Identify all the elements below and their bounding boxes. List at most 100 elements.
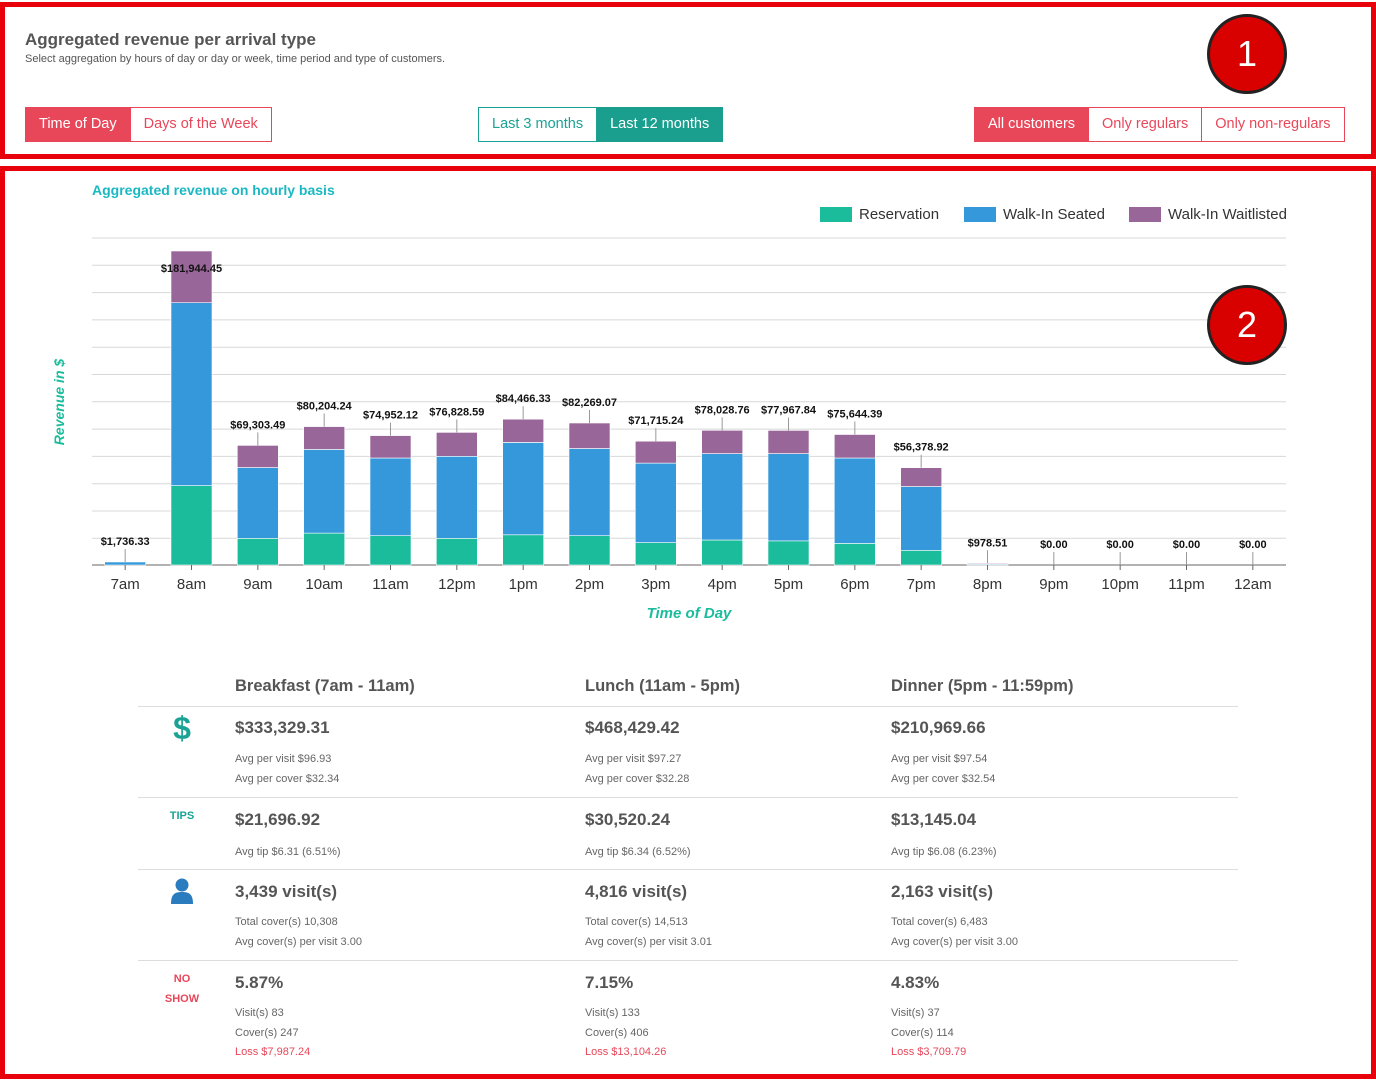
avg-covers-per-visit: Avg cover(s) per visit 3.00 [891,936,1018,948]
bar-reservation [369,535,412,566]
avg-tip: Avg tip $6.34 (6.52%) [585,846,691,858]
x-tick-label: 2pm [575,576,604,593]
total-label: $82,269.07 [562,397,617,409]
avg-tip: Avg tip $6.08 (6.23%) [891,846,997,858]
person-icon [171,878,193,904]
tips-value: $13,145.04 [891,810,977,829]
total-label: $0.00 [1106,539,1134,551]
bar-reservation [634,542,677,566]
legend-item-walkin-waitlisted[interactable]: Walk-In Waitlisted [1129,206,1287,223]
avg-per-visit: Avg per visit $96.93 [235,753,332,765]
total-label: $76,828.59 [429,406,484,418]
days-of-week-button[interactable]: Days of the Week [130,107,272,142]
no-show-percent: 7.15% [585,973,634,992]
bar-walkin-seated [303,449,346,534]
page-subtitle: Select aggregation by hours of day or da… [25,53,446,65]
all-customers-button[interactable]: All customers [974,107,1090,142]
visits-value: 4,816 visit(s) [585,882,688,901]
avg-per-cover: Avg per cover $32.28 [585,773,690,785]
bar-reservation [435,537,478,566]
x-tick-label: 4pm [708,576,737,593]
avg-tip: Avg tip $6.31 (6.51%) [235,846,341,858]
no-show-visits: Visit(s) 37 [891,1007,940,1019]
only-non-regulars-button[interactable]: Only non-regulars [1202,107,1345,142]
revenue-bar-chart: 7am $1,736.33 8am $181,944.45 9am $69,303.49 1… [51,237,1286,622]
x-tick-label: 11am [372,576,408,593]
only-regulars-button[interactable]: Only regulars [1089,107,1203,142]
total-covers: Total cover(s) 6,483 [891,916,988,928]
no-show-covers: Cover(s) 114 [891,1027,954,1039]
customer-type-toggle: All customers Only regulars Only non-reg… [974,107,1345,142]
total-label: $71,715.24 [628,415,684,427]
bar-walkin-waitlisted [634,440,677,464]
x-axis-title: Time of Day [647,605,732,622]
chart-section-frame [0,166,1376,1079]
bar-walkin-seated [701,453,744,541]
bar-walkin-seated [104,561,146,566]
x-tick-label: 12pm [438,576,476,593]
legend-label-walkin-seated: Walk-In Seated [1003,206,1105,223]
revenue-value: $468,429.42 [585,718,680,737]
bar-walkin-seated [435,455,478,539]
avg-covers-per-visit: Avg cover(s) per visit 3.00 [235,936,362,948]
total-label: $80,204.24 [297,401,353,413]
no-show-loss: Loss $7,987.24 [235,1046,311,1058]
no-show-covers: Cover(s) 406 [585,1027,649,1039]
x-tick-label: 10am [305,576,343,593]
bar-walkin-waitlisted [170,250,213,304]
avg-per-cover: Avg per cover $32.54 [891,773,996,785]
bar-walkin-waitlisted [568,422,611,449]
table-divider [138,797,1238,798]
header-section-frame [0,2,1376,159]
x-tick-label: 6pm [840,576,869,593]
legend-swatch-walkin-seated [964,207,996,222]
legend-label-walkin-waitlisted: Walk-In Waitlisted [1168,206,1287,223]
bar-walkin-waitlisted [900,467,943,487]
time-of-day-button[interactable]: Time of Day [25,107,131,142]
avg-per-visit: Avg per visit $97.54 [891,753,988,765]
total-label: $84,466.33 [496,393,551,405]
total-label: $75,644.39 [827,408,882,420]
page-title: Aggregated revenue per arrival type [25,30,317,49]
legend-swatch-reservation [820,207,852,222]
bar-reservation [237,537,279,566]
legend-item-walkin-seated[interactable]: Walk-In Seated [964,206,1105,223]
table-divider [138,706,1238,707]
no-show-label-line2: SHOW [164,993,200,1005]
bar-walkin-seated [833,457,876,544]
y-axis-title: Revenue in $ [51,359,67,446]
tips-value: $21,696.92 [235,810,321,829]
x-tick-label: 10pm [1101,576,1139,593]
total-label: $1,736.33 [101,536,150,548]
total-covers: Total cover(s) 10,308 [235,916,338,928]
bar-reservation [900,549,943,566]
total-label: $0.00 [1173,539,1201,551]
bar-reservation [767,540,810,566]
x-tick-label: 1pm [509,576,538,593]
bar-walkin-waitlisted [502,418,545,443]
total-label: $181,944.45 [161,263,222,275]
last-12-months-button[interactable]: Last 12 months [597,107,724,142]
breakfast-heading: Breakfast (7am - 11am) [235,677,415,695]
period-toggle: Last 3 months Last 12 months [478,107,724,142]
bar-walkin-seated [900,486,943,551]
total-label: $0.00 [1239,539,1267,551]
bar-reservation [568,535,611,566]
bar-reservation [502,534,545,566]
total-label: $69,303.49 [230,419,285,431]
avg-covers-per-visit: Avg cover(s) per visit 3.01 [585,936,712,948]
no-show-covers: Cover(s) 247 [235,1027,299,1039]
bar-walkin-seated [568,448,611,536]
legend-item-reservation[interactable]: Reservation [820,206,939,223]
no-show-percent: 4.83% [891,973,940,992]
x-tick-label: 12am [1234,576,1272,593]
last-3-months-button[interactable]: Last 3 months [478,107,598,142]
bar-reservation [833,543,876,566]
annotation-marker-2: 2 [1207,285,1287,365]
bar-walkin-seated [170,302,213,486]
bar-walkin-seated [369,457,412,536]
avg-per-cover: Avg per cover $32.34 [235,773,340,785]
visits-value: 3,439 visit(s) [235,882,338,901]
bar-walkin-seated [767,453,810,542]
bar-walkin-waitlisted [303,426,346,450]
